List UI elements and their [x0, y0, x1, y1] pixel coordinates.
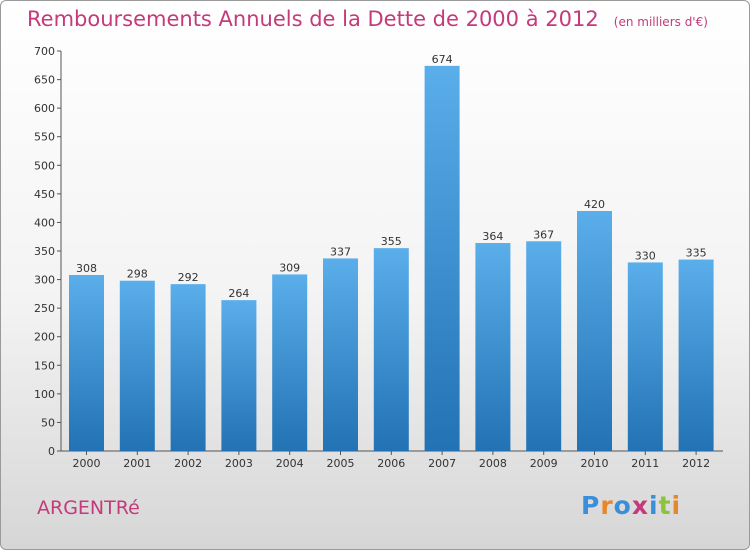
value-label-2010: 420 — [584, 198, 605, 211]
y-tick-label: 300 — [34, 274, 55, 287]
value-label-2005: 337 — [330, 245, 351, 258]
x-tick-label: 2010 — [581, 457, 609, 470]
value-label-2001: 298 — [127, 268, 148, 281]
x-tick-label: 2011 — [631, 457, 659, 470]
value-label-2006: 355 — [381, 235, 402, 248]
logo-letter: P — [581, 491, 601, 520]
bar-2009 — [526, 241, 562, 451]
y-tick-label: 50 — [41, 416, 55, 429]
y-tick-label: 150 — [34, 359, 55, 372]
chart-title: Remboursements Annuels de la Dette de 20… — [27, 7, 599, 31]
x-tick-label: 2003 — [225, 457, 253, 470]
x-tick-label: 2006 — [377, 457, 405, 470]
y-tick-label: 650 — [34, 74, 55, 87]
y-tick-label: 400 — [34, 216, 55, 229]
y-tick-label: 0 — [48, 445, 55, 458]
y-tick-label: 500 — [34, 159, 55, 172]
logo-letter: o — [613, 491, 632, 520]
value-label-2009: 367 — [533, 228, 554, 241]
y-tick-label: 700 — [34, 45, 55, 58]
proxiti-logo[interactable]: Proxiti — [581, 491, 681, 520]
bar-2000 — [69, 275, 104, 451]
logo-letter: x — [631, 491, 649, 520]
chart-unit-note: (en milliers d'€) — [613, 15, 708, 29]
y-axis: 0 50 100 150 200 250 300 350 400 450 500 550 600 650 7… — [34, 45, 62, 458]
value-label-2003: 264 — [228, 287, 249, 300]
value-label-2002: 292 — [178, 271, 199, 284]
y-tick-label: 600 — [34, 102, 55, 115]
y-tick-label: 100 — [34, 388, 55, 401]
x-tick-label: 2001 — [123, 457, 151, 470]
bar-2007 — [424, 65, 460, 451]
logo-letter: t — [658, 491, 672, 520]
x-tick-label: 2000 — [73, 457, 101, 470]
bar-2003 — [221, 300, 257, 451]
title-row: Remboursements Annuels de la Dette de 20… — [27, 7, 708, 31]
bar-2001 — [119, 280, 155, 451]
y-tick-label: 550 — [34, 131, 55, 144]
value-labels: 308 298 292 264 309 337 355 674 364 367 420 330 335 — [76, 53, 707, 300]
logo-letter: i — [671, 491, 682, 520]
value-label-2011: 330 — [635, 249, 656, 262]
bar-2002 — [170, 284, 206, 451]
x-tick-label: 2009 — [530, 457, 558, 470]
x-tick-label: 2007 — [428, 457, 456, 470]
y-tick-label: 250 — [34, 302, 55, 315]
bar-2010 — [577, 211, 612, 451]
x-axis: 2000 2001 2002 2003 2004 2005 2006 2007 2008 2009… — [61, 450, 723, 470]
bar-2012 — [678, 259, 714, 451]
y-tick-label: 450 — [34, 188, 55, 201]
value-label-2012: 335 — [686, 247, 707, 260]
bar-2004 — [272, 274, 308, 451]
y-tick-label: 200 — [34, 331, 55, 344]
commune-name: ARGENTRé — [37, 497, 140, 519]
bar-2005 — [323, 258, 358, 451]
value-label-2000: 308 — [76, 262, 97, 275]
logo-letter: r — [600, 491, 614, 520]
bar-2011 — [627, 262, 663, 451]
y-tick-label: 350 — [34, 245, 55, 258]
value-label-2007: 674 — [432, 53, 453, 66]
bar-2008 — [475, 243, 511, 451]
value-label-2004: 309 — [279, 261, 300, 274]
bar-2006 — [373, 248, 409, 451]
bars — [69, 65, 714, 451]
x-tick-label: 2005 — [327, 457, 355, 470]
x-tick-label: 2012 — [682, 457, 710, 470]
x-tick-label: 2008 — [479, 457, 507, 470]
x-tick-label: 2004 — [276, 457, 304, 470]
logo-letter: i — [649, 491, 659, 520]
value-label-2008: 364 — [482, 230, 503, 243]
x-tick-label: 2002 — [174, 457, 202, 470]
